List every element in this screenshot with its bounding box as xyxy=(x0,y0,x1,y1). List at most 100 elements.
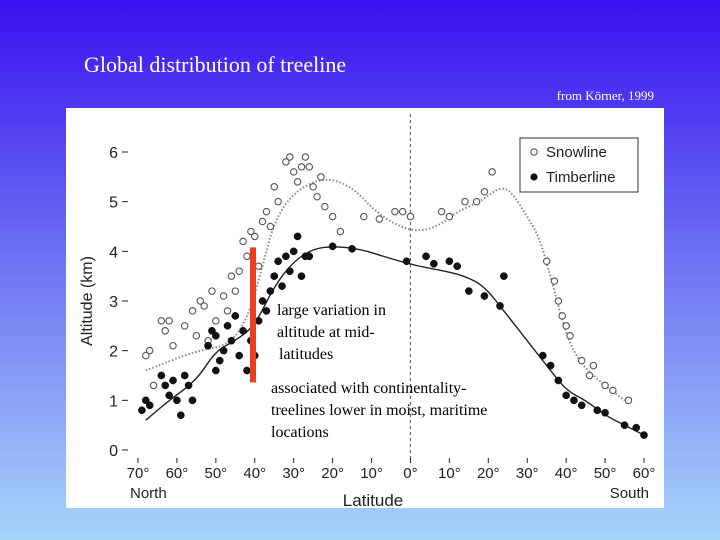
snowline-point-57 xyxy=(558,312,567,320)
chart-panel: 0 1 2 3 4 5 6 Altitude (km) 70° 60° 50° 40° 30° 20° 10… xyxy=(66,108,664,508)
timberline-point-19 xyxy=(231,312,240,320)
snowline-point-65 xyxy=(624,396,633,405)
snowline-point-17 xyxy=(227,272,236,280)
timberline-point-22 xyxy=(243,366,251,375)
timberline-point-53 xyxy=(554,376,563,385)
timberline-point-38 xyxy=(305,252,314,261)
snowline-point-50 xyxy=(461,197,469,206)
timberline-point-5 xyxy=(165,391,173,400)
timberline-point-4 xyxy=(161,381,170,390)
snowline-point-24 xyxy=(254,262,263,270)
timberline-point-56 xyxy=(577,401,586,410)
timberline-point-29 xyxy=(270,272,279,281)
snowline-point-21 xyxy=(243,252,251,261)
legend-timberline-marker xyxy=(530,173,538,181)
y-tick-label-5: 5 xyxy=(109,195,118,212)
legend-snowline-marker xyxy=(530,148,538,156)
snowline-point-2 xyxy=(149,381,158,390)
snowline-point-42 xyxy=(336,227,345,236)
legend: Snowline Timberline xyxy=(519,137,639,193)
snowline-point-18 xyxy=(231,287,240,295)
snowline-point-23 xyxy=(251,232,259,241)
snowline-point-30 xyxy=(282,158,290,166)
timberline-point-18 xyxy=(227,336,236,345)
timberline-point-54 xyxy=(562,391,571,400)
timberline-point-50 xyxy=(500,272,508,281)
snowline-point-13 xyxy=(208,287,216,295)
annotation-continentality-line-3: locations xyxy=(271,424,329,441)
timberline-point-47 xyxy=(464,287,473,295)
timberline-point-12 xyxy=(204,341,212,350)
annotation-continentality-line-1: associated with continentality- xyxy=(271,380,467,397)
timberline-point-30 xyxy=(274,257,282,266)
snowline-point-8 xyxy=(188,307,197,315)
x-tick-label-13: 60° xyxy=(633,465,656,482)
x-end-label-south: South xyxy=(610,485,649,502)
timberline-point-39 xyxy=(211,366,220,375)
treeline-chart: 0 1 2 3 4 5 6 Altitude (km) 70° 60° 50° 40° 30° 20° 10… xyxy=(79,114,656,508)
x-tick-label-11: 40° xyxy=(555,465,578,482)
snowline-point-10 xyxy=(196,297,205,305)
snowline-point-43 xyxy=(360,212,368,221)
timberline-point-8 xyxy=(176,411,185,420)
y-tick-label-0: 0 xyxy=(109,443,118,460)
snowline-point-59 xyxy=(566,332,574,340)
timberline-point-43 xyxy=(422,252,430,261)
snowline-point-29 xyxy=(274,197,282,206)
timberline-point-33 xyxy=(285,267,294,276)
x-tick-label-0: 70° xyxy=(127,465,150,482)
snowline-point-35 xyxy=(301,153,310,161)
snowline-point-48 xyxy=(437,207,446,216)
timberline-point-7 xyxy=(173,396,181,405)
timberline-point-57 xyxy=(593,406,602,415)
slide-title: Global distribution of treeline xyxy=(84,52,347,77)
timberline-point-26 xyxy=(258,297,267,305)
legend-box xyxy=(519,137,639,193)
snowline-point-3 xyxy=(157,317,166,325)
snowline-point-45 xyxy=(391,207,399,216)
snowline-point-39 xyxy=(317,173,325,181)
timberline-point-55 xyxy=(570,396,578,405)
snowline-point-14 xyxy=(212,317,220,325)
timberline-point-35 xyxy=(293,232,302,241)
timberline-point-48 xyxy=(480,292,489,300)
snowline-point-64 xyxy=(609,386,617,395)
snowline-point-49 xyxy=(445,212,454,221)
timberline-point-3 xyxy=(157,371,166,380)
snowline-point-63 xyxy=(601,381,609,390)
snowline-point-38 xyxy=(313,192,321,201)
snowline-point-20 xyxy=(239,237,247,246)
timberline-point-0 xyxy=(138,406,146,415)
snowline-point-41 xyxy=(328,212,337,221)
snowline-point-46 xyxy=(398,207,407,216)
snowline-point-26 xyxy=(262,207,271,216)
timberline-point-36 xyxy=(297,272,306,281)
timberline-point-49 xyxy=(496,302,504,310)
x-tick-label-8: 10° xyxy=(438,465,461,482)
snowline-point-28 xyxy=(270,183,278,191)
snowline-point-51 xyxy=(472,197,481,206)
snowline-point-7 xyxy=(180,322,189,330)
timberline-point-60 xyxy=(632,423,641,432)
timberline-point-51 xyxy=(538,351,547,360)
snowline-point-37 xyxy=(309,183,317,191)
snowline-point-1 xyxy=(145,346,154,355)
timberline-point-58 xyxy=(601,408,609,417)
snowline-point-36 xyxy=(305,163,314,171)
x-tick-label-7: 0° xyxy=(403,465,417,482)
y-tick-label-4: 4 xyxy=(109,244,118,261)
x-tick-label-9: 20° xyxy=(477,465,500,482)
timberline-point-31 xyxy=(278,282,286,290)
snowline-point-55 xyxy=(550,277,559,285)
timberline-point-59 xyxy=(620,421,629,430)
timberline-point-41 xyxy=(348,245,356,253)
x-axis-label: Latitude xyxy=(343,491,404,508)
timberline-point-11 xyxy=(188,396,197,405)
y-tick-label-2: 2 xyxy=(109,344,118,361)
snowline-point-60 xyxy=(577,356,586,365)
snowline-point-5 xyxy=(165,317,173,325)
x-tick-label-3: 40° xyxy=(243,465,266,482)
timberline-point-32 xyxy=(282,252,290,261)
x-tick-label-5: 20° xyxy=(321,465,344,482)
annotation-variation: large variation in altitude at mid- lati… xyxy=(277,300,386,366)
